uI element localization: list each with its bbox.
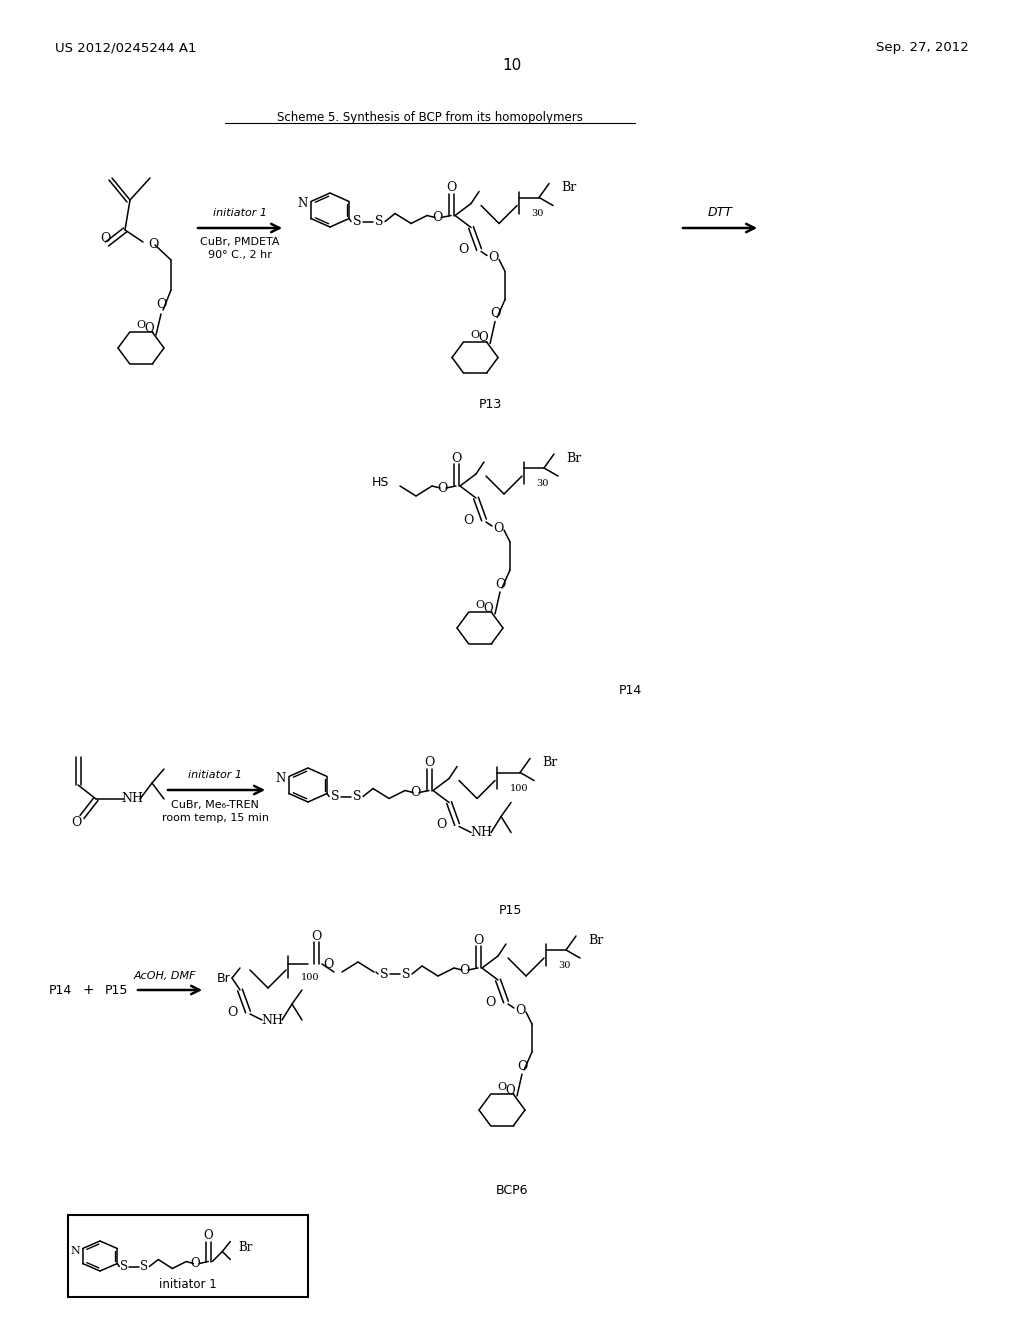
Text: O: O <box>436 818 446 832</box>
Text: NH: NH <box>121 792 143 805</box>
Text: 30: 30 <box>558 961 570 970</box>
Text: HS: HS <box>372 475 389 488</box>
Text: O: O <box>495 578 505 590</box>
Text: O: O <box>156 298 166 312</box>
Text: P14: P14 <box>618 684 642 697</box>
Text: O: O <box>489 308 501 319</box>
Text: Br: Br <box>239 1241 253 1254</box>
Text: 90° C., 2 hr: 90° C., 2 hr <box>208 249 272 260</box>
Text: O: O <box>144 322 154 334</box>
Text: CuBr, PMDETA: CuBr, PMDETA <box>201 238 280 247</box>
Text: S: S <box>375 215 383 228</box>
Text: O: O <box>451 451 461 465</box>
Text: O: O <box>147 239 158 252</box>
Text: O: O <box>323 957 333 970</box>
Text: O: O <box>459 964 469 977</box>
Text: O: O <box>410 785 420 799</box>
Text: AcOH, DMF: AcOH, DMF <box>134 972 197 981</box>
Text: +: + <box>82 983 94 997</box>
Text: O: O <box>204 1229 213 1242</box>
Bar <box>68 1214 308 1298</box>
Text: O: O <box>458 243 468 256</box>
Text: O: O <box>478 331 487 345</box>
Text: O: O <box>71 817 81 829</box>
Text: S: S <box>140 1261 148 1272</box>
Text: O: O <box>484 995 496 1008</box>
Text: S: S <box>353 789 361 803</box>
Text: P15: P15 <box>499 903 521 916</box>
Text: S: S <box>353 215 361 228</box>
Text: S: S <box>120 1261 128 1272</box>
Text: 30: 30 <box>536 479 549 488</box>
Text: Br: Br <box>217 972 230 985</box>
Text: O: O <box>432 211 442 224</box>
Text: O: O <box>136 319 145 330</box>
Text: O: O <box>517 1060 527 1072</box>
Text: 10: 10 <box>503 58 521 73</box>
Text: O: O <box>470 330 479 339</box>
Text: O: O <box>226 1006 238 1019</box>
Text: N: N <box>71 1246 81 1255</box>
Text: Br: Br <box>561 181 577 194</box>
Text: O: O <box>424 756 434 770</box>
Text: DTT: DTT <box>708 206 732 219</box>
Text: Br: Br <box>588 933 603 946</box>
Text: O: O <box>190 1257 200 1270</box>
Text: 30: 30 <box>531 209 544 218</box>
Text: BCP6: BCP6 <box>496 1184 528 1196</box>
Text: US 2012/0245244 A1: US 2012/0245244 A1 <box>55 41 197 54</box>
Text: O: O <box>473 933 483 946</box>
Text: Br: Br <box>542 756 557 770</box>
Text: P14: P14 <box>48 983 72 997</box>
Text: NH: NH <box>470 826 493 840</box>
Text: 100: 100 <box>510 784 528 793</box>
Text: initiator 1: initiator 1 <box>188 770 242 780</box>
Text: S: S <box>331 789 339 803</box>
Text: O: O <box>437 482 447 495</box>
Text: O: O <box>463 513 473 527</box>
Text: NH: NH <box>261 1014 283 1027</box>
Text: Scheme 5. Synthesis of BCP from its homopolymers: Scheme 5. Synthesis of BCP from its homo… <box>278 111 583 124</box>
Text: P13: P13 <box>478 399 502 412</box>
Text: Sep. 27, 2012: Sep. 27, 2012 <box>877 41 969 54</box>
Text: O: O <box>515 1003 525 1016</box>
Text: Br: Br <box>566 451 582 465</box>
Text: P15: P15 <box>104 983 128 997</box>
Text: S: S <box>380 968 388 981</box>
Text: initiator 1: initiator 1 <box>159 1279 217 1291</box>
Text: 100: 100 <box>301 974 319 982</box>
Text: O: O <box>487 251 499 264</box>
Text: room temp, 15 min: room temp, 15 min <box>162 813 268 822</box>
Text: O: O <box>99 231 111 244</box>
Text: O: O <box>311 929 322 942</box>
Text: O: O <box>483 602 493 615</box>
Text: O: O <box>493 521 503 535</box>
Text: S: S <box>401 968 411 981</box>
Text: O: O <box>498 1082 507 1092</box>
Text: O: O <box>475 601 484 610</box>
Text: O: O <box>445 181 457 194</box>
Text: CuBr, Me₆-TREN: CuBr, Me₆-TREN <box>171 800 259 810</box>
Text: N: N <box>298 197 308 210</box>
Text: N: N <box>275 772 286 785</box>
Text: initiator 1: initiator 1 <box>213 209 267 218</box>
Text: O: O <box>505 1084 515 1097</box>
